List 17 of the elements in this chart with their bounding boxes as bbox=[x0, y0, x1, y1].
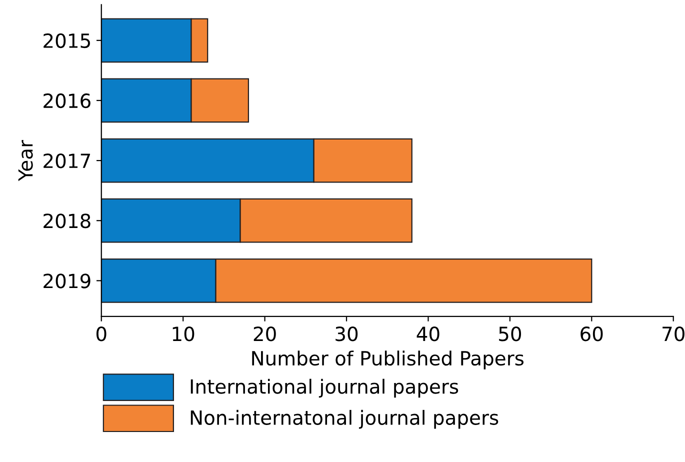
x-axis-title: Number of Published Papers bbox=[252, 350, 524, 370]
x-tick-label: 20 bbox=[254, 326, 276, 342]
y-tick-label: 2016 bbox=[44, 93, 90, 108]
x-tick-label: 60 bbox=[580, 326, 603, 342]
y-tick-label: 2017 bbox=[44, 154, 90, 168]
x-tick-label: 10 bbox=[172, 326, 194, 342]
y-tick-label: 2019 bbox=[44, 274, 90, 288]
y-tick-label: 2018 bbox=[44, 214, 90, 228]
legend-label: International journal papers bbox=[190, 378, 458, 398]
x-tick-label: 70 bbox=[662, 326, 684, 342]
x-tick-label: 40 bbox=[416, 326, 440, 342]
y-tick-label: 2015 bbox=[44, 33, 90, 48]
legend-label: Non-internatonal journal papers bbox=[190, 410, 498, 429]
y-axis-title: Year bbox=[18, 140, 33, 182]
x-tick-label: 50 bbox=[499, 326, 522, 342]
x-tick-label: 30 bbox=[336, 326, 358, 342]
x-tick-label: 0 bbox=[96, 326, 106, 342]
